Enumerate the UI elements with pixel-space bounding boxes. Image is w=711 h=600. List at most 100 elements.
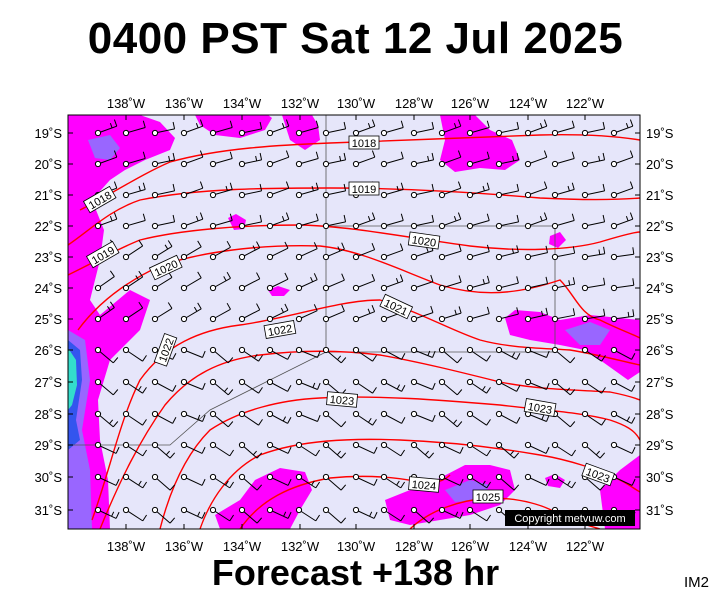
wind-barb [94,410,119,428]
wind-barb [122,441,148,457]
wind-barb [238,152,263,168]
wind-barb [238,303,261,323]
longitude-label: 138˚W [107,96,146,111]
wind-barb [438,181,462,199]
longitude-label: 138˚W [107,539,146,554]
latitude-label: 29˚S [35,438,63,453]
latitude-label: 24˚S [646,281,674,296]
wind-barb [266,212,290,230]
wind-barb [495,152,520,168]
longitude-label: 126˚W [451,96,490,111]
latitude-label: 20˚S [646,157,674,172]
wind-barb [295,273,318,292]
wind-barb [380,473,406,489]
wind-barb [466,346,491,362]
wind-barb [380,120,404,137]
wind-barb [551,246,576,261]
rain-area [215,468,312,529]
latitude-label: 31˚S [35,503,63,518]
svg-text:1023: 1023 [527,401,553,417]
wind-barb [610,150,634,168]
wind-barb [551,182,575,199]
wind-barb [122,151,146,168]
wind-barb [581,410,606,426]
wind-barb [151,506,176,524]
longitude-label: 128˚W [395,96,434,111]
svg-text:1023: 1023 [329,394,354,408]
wind-barb [238,473,263,491]
wind-barb [466,441,492,457]
wind-barb [466,378,491,394]
wind-barb [180,378,206,390]
wind-barb [524,181,548,199]
copyright-text: Copyright metvuw.com [514,513,625,525]
rain-area [88,135,120,160]
wind-barb [610,212,634,230]
wind-barb [438,378,463,396]
latitude-label: 20˚S [35,157,63,172]
longitude-label: 128˚W [395,539,434,554]
wind-barb [94,473,120,486]
rain-area [549,232,566,248]
latitude-label: 28˚S [35,407,63,422]
wind-barb [322,441,347,459]
latitude-label: 23˚S [35,250,63,265]
wind-barb [122,506,148,522]
wind-barb [209,240,231,261]
wind-barb [495,245,519,261]
wind-barb [180,473,206,486]
longitude-label: 132˚W [281,96,320,111]
wind-barb [322,242,345,261]
isobar-label: 1018 [348,135,380,150]
wind-barb [322,346,347,364]
wind-barb [466,506,492,522]
isobar-line [91,299,640,521]
wind-barb [438,506,464,519]
wind-barb [209,346,234,364]
wind-barb [438,212,462,230]
wind-barb [180,181,204,199]
wind-barb [238,506,263,524]
latitude-label: 21˚S [646,188,674,203]
wind-barb [524,119,548,137]
longitude-label: 122˚W [566,96,605,111]
wind-barb [209,182,233,199]
wind-barb [610,441,636,454]
wind-barb [209,213,233,230]
svg-text:1020: 1020 [411,234,437,249]
wind-barb [380,182,404,199]
latitude-label: 31˚S [646,503,674,518]
wind-barb [322,183,347,199]
wind-barb [524,150,548,168]
isobar-label: 1024 [408,476,440,493]
wind-barb [180,506,206,519]
wind-barb [410,410,436,422]
isobar-line [159,396,640,529]
wind-barb [295,151,319,168]
wind-barb [495,121,520,137]
wind-barb [524,276,549,292]
wind-barb [151,183,176,199]
wind-barb [180,410,206,422]
rain-area [565,322,610,345]
wind-barb [122,473,148,489]
wind-barb [610,181,634,199]
wind-barb [410,305,434,323]
wind-barb [551,378,576,396]
wind-barb [495,276,519,292]
wind-barb [380,151,404,168]
wind-barb [266,303,289,323]
wind-barb [438,275,462,292]
wind-barb [551,277,576,292]
wind-barb [266,150,290,168]
wind-barb [495,473,520,491]
wind-barb [122,213,146,230]
wind-barb [410,243,434,261]
wind-barb [238,241,261,261]
wind-barb [238,346,263,362]
svg-text:1024: 1024 [411,479,436,493]
wind-barb [266,473,292,486]
wind-barb [495,378,521,392]
rain-area [505,310,640,380]
